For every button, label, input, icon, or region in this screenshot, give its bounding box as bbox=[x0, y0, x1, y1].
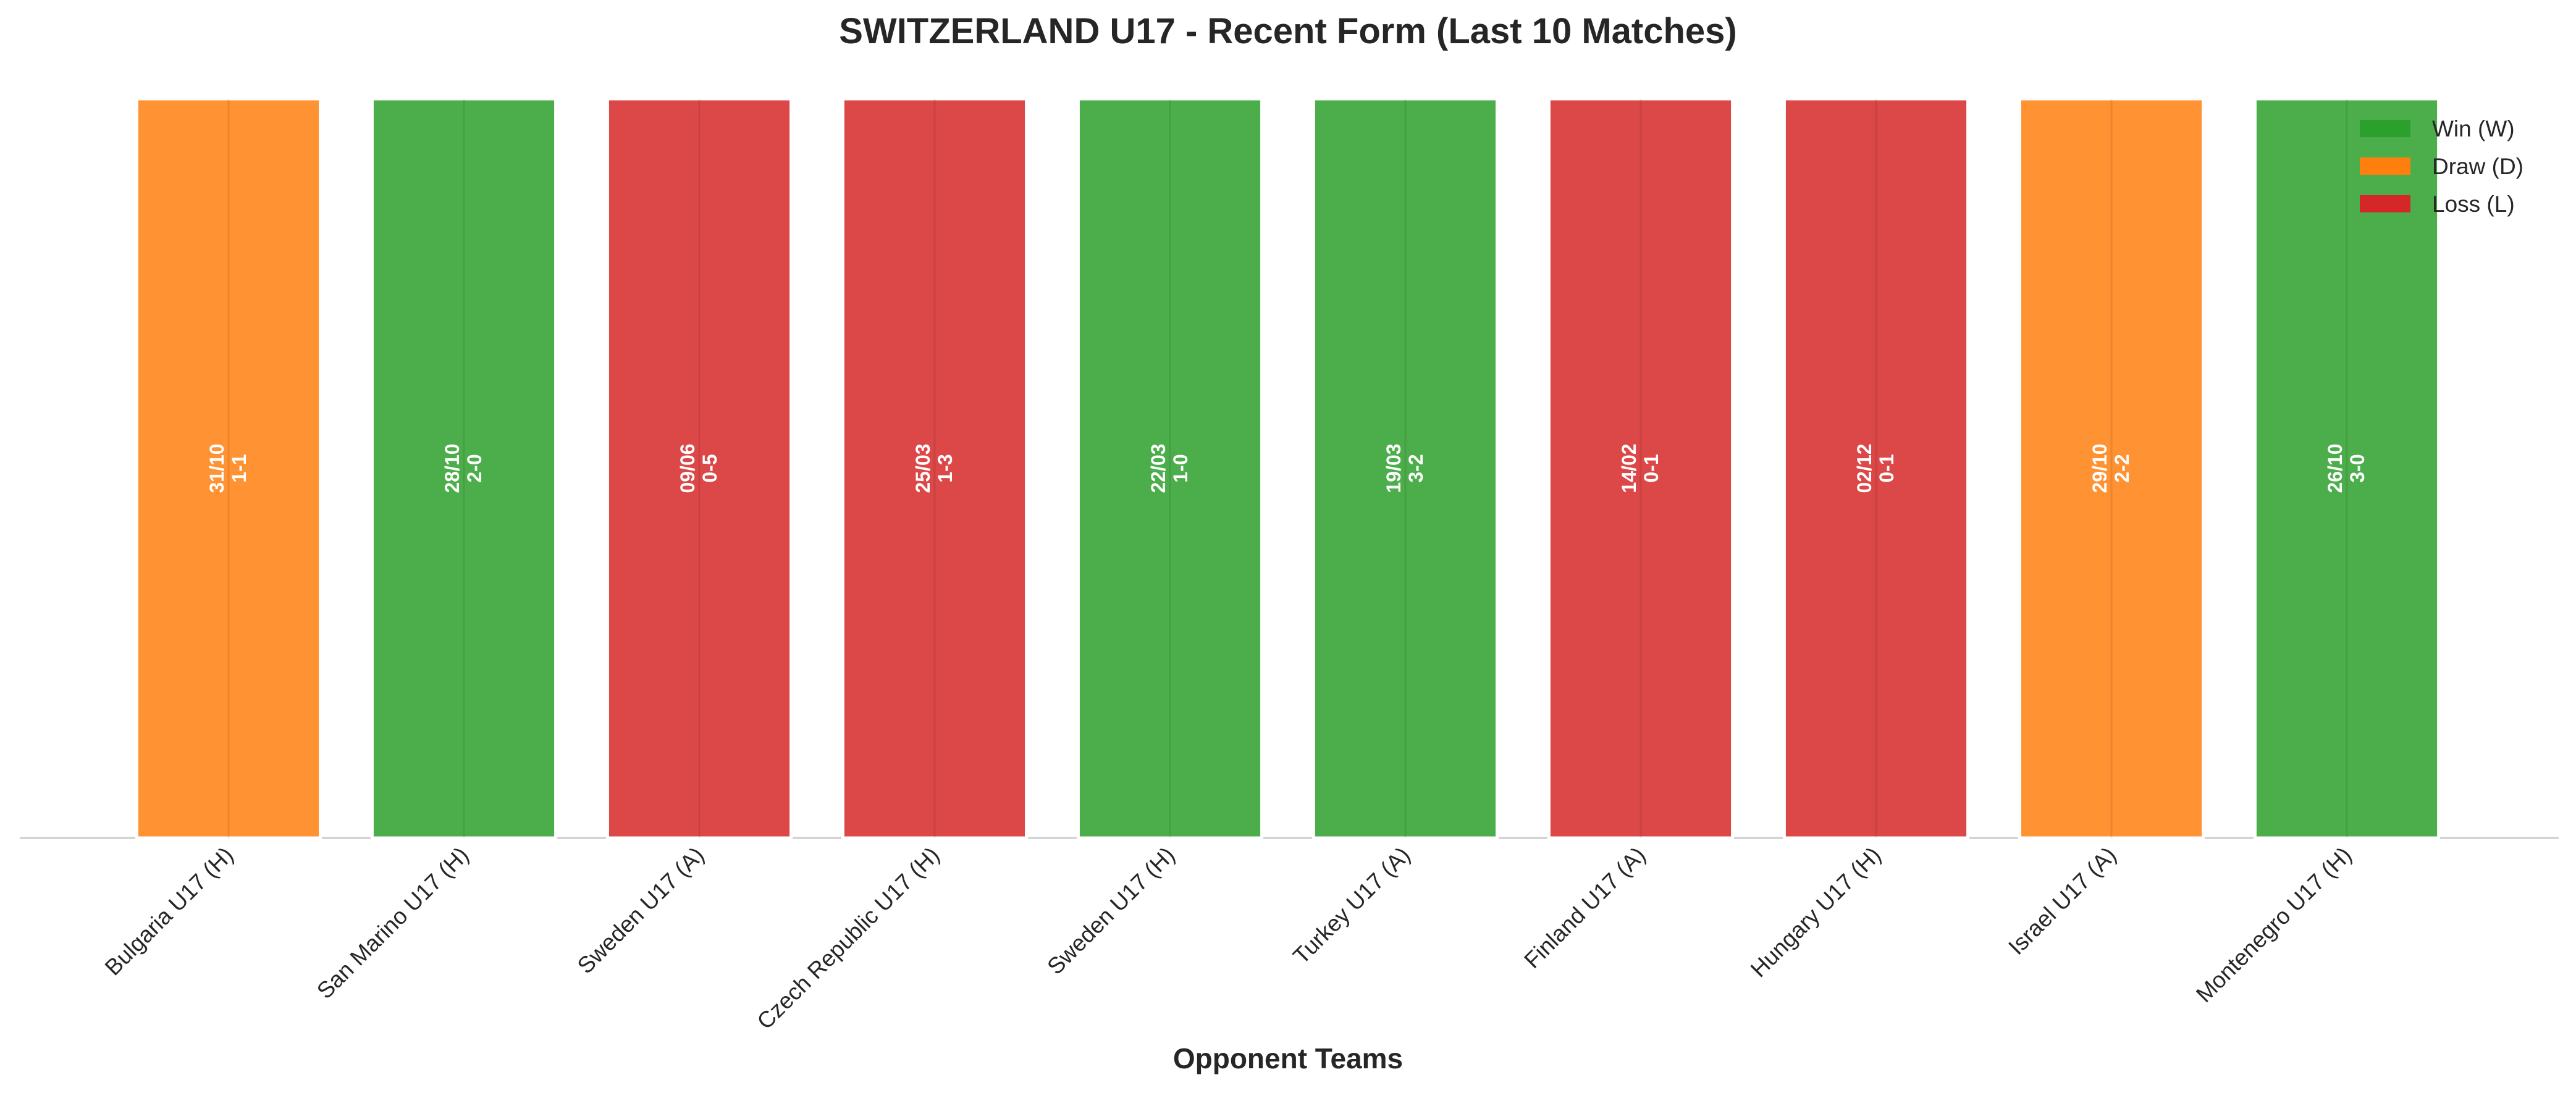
bar bbox=[370, 97, 558, 840]
bar-label-date: 25/03 bbox=[912, 443, 934, 493]
bar-label: 31/10 1-1 bbox=[206, 443, 250, 493]
bar-label: 09/06 0-5 bbox=[676, 443, 721, 493]
bar-label-score: 3-2 bbox=[1405, 454, 1427, 482]
bar bbox=[1076, 97, 1264, 840]
x-tick-label: San Marino U17 (H) bbox=[312, 842, 474, 1004]
bar bbox=[1782, 97, 1970, 840]
x-tick-label: Montenegro U17 (H) bbox=[2191, 842, 2356, 1007]
bar-label-date: 02/12 bbox=[1853, 443, 1875, 493]
bar-label-score: 0-5 bbox=[699, 454, 721, 482]
bar-label-date: 28/10 bbox=[441, 443, 463, 493]
bar-label: 29/10 2-2 bbox=[2089, 443, 2133, 493]
bar-label-date: 19/03 bbox=[1383, 443, 1405, 493]
legend-label: Draw (D) bbox=[2432, 154, 2523, 179]
x-axis-label: Opponent Teams bbox=[1173, 1042, 1403, 1074]
bar bbox=[2018, 97, 2205, 840]
legend-swatch bbox=[2360, 120, 2410, 137]
x-tick-label: Israel U17 (A) bbox=[2003, 842, 2121, 960]
bar-label: 19/03 3-2 bbox=[1383, 443, 1427, 493]
bar-label-score: 2-0 bbox=[463, 454, 486, 482]
x-tick-label: Czech Republic U17 (H) bbox=[752, 842, 945, 1034]
bar bbox=[1311, 97, 1499, 840]
bar-label-date: 14/02 bbox=[1618, 443, 1640, 493]
bar bbox=[135, 97, 322, 840]
x-tick-label: Bulgaria U17 (H) bbox=[100, 842, 238, 981]
legend-label: Win (W) bbox=[2432, 116, 2515, 141]
bar bbox=[841, 97, 1029, 840]
bar-label-score: 0-1 bbox=[1875, 454, 1898, 482]
x-tick-label: Hungary U17 (H) bbox=[1746, 842, 1886, 982]
x-tick-label: Sweden U17 (H) bbox=[1042, 842, 1179, 979]
bar bbox=[605, 97, 793, 840]
bar-label-score: 1-3 bbox=[934, 454, 956, 482]
bar bbox=[2253, 97, 2441, 840]
bar-label-date: 26/10 bbox=[2324, 443, 2346, 493]
bar-label: 25/03 1-3 bbox=[912, 443, 956, 493]
legend-label: Loss (L) bbox=[2432, 191, 2515, 217]
bar-label-score: 3-0 bbox=[2346, 454, 2368, 482]
bar-label: 26/10 3-0 bbox=[2324, 443, 2368, 493]
bar-label: 22/03 1-0 bbox=[1147, 443, 1192, 493]
bar-label-date: 29/10 bbox=[2089, 443, 2111, 493]
x-tick-label: Turkey U17 (A) bbox=[1288, 842, 1415, 969]
bar-label-date: 22/03 bbox=[1147, 443, 1169, 493]
bar-label-score: 2-2 bbox=[2111, 454, 2133, 482]
legend-swatch bbox=[2360, 157, 2410, 175]
bar-label-score: 1-0 bbox=[1169, 454, 1192, 482]
chart-title: SWITZERLAND U17 - Recent Form (Last 10 M… bbox=[839, 11, 1736, 51]
bar-label: 02/12 0-1 bbox=[1853, 443, 1898, 493]
bar-label-score: 1-1 bbox=[228, 454, 250, 482]
bar-label-date: 31/10 bbox=[206, 443, 228, 493]
bar-label-date: 09/06 bbox=[676, 443, 699, 493]
legend-swatch bbox=[2360, 195, 2410, 212]
x-tick-label: Sweden U17 (A) bbox=[573, 842, 709, 979]
bar-label: 14/02 0-1 bbox=[1618, 443, 1662, 493]
bar-label: 28/10 2-0 bbox=[441, 443, 486, 493]
bar-label-score: 0-1 bbox=[1640, 454, 1662, 482]
bar bbox=[1547, 97, 1735, 840]
x-tick-label: Finland U17 (A) bbox=[1519, 842, 1650, 973]
